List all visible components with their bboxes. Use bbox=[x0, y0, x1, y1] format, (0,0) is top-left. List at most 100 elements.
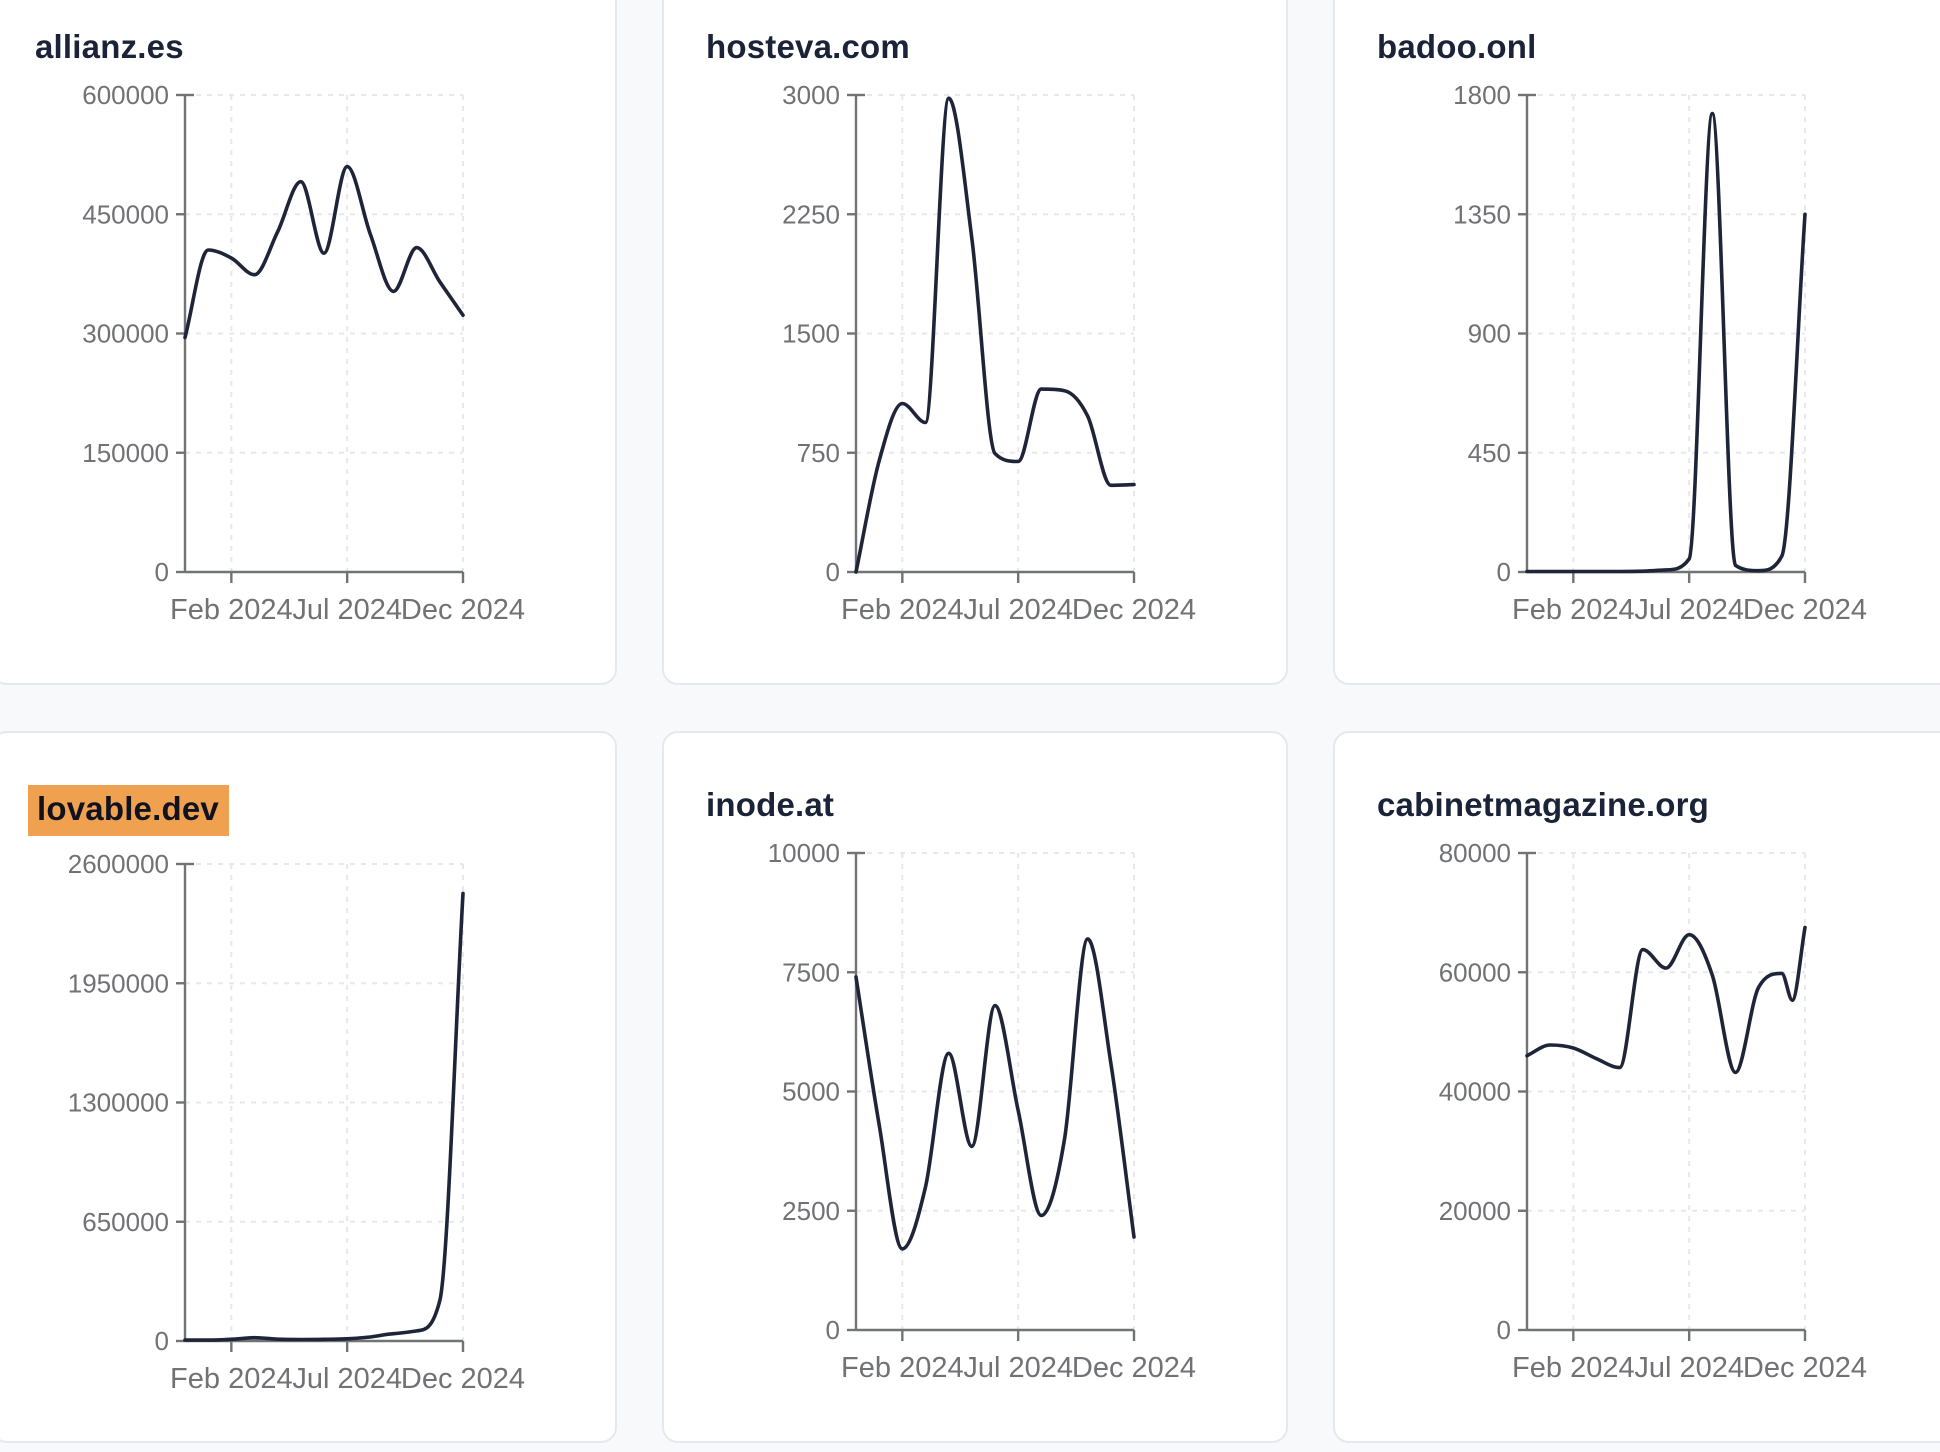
svg-text:1950000: 1950000 bbox=[68, 968, 169, 998]
y-axis-labels: 0 150000 300000 450000 600000 bbox=[82, 80, 169, 587]
domain-title: lovable.dev bbox=[28, 785, 229, 836]
svg-text:750: 750 bbox=[797, 438, 840, 468]
svg-text:Jul 2024: Jul 2024 bbox=[292, 594, 402, 626]
svg-text:Dec 2024: Dec 2024 bbox=[401, 594, 525, 626]
svg-text:Feb 2024: Feb 2024 bbox=[841, 594, 964, 626]
chart-card: cabinetmagazine.org 0 20000 40000 60000 8000… bbox=[1333, 731, 1940, 1443]
axes bbox=[176, 93, 465, 583]
svg-text:300000: 300000 bbox=[82, 319, 169, 349]
svg-text:60000: 60000 bbox=[1439, 957, 1511, 987]
series-line bbox=[183, 164, 465, 340]
chart-card: allianz.es 0 150000 300000 450000 600000 Feb … bbox=[0, 0, 617, 685]
svg-text:Feb 2024: Feb 2024 bbox=[841, 1352, 964, 1384]
svg-text:Jul 2024: Jul 2024 bbox=[292, 1363, 402, 1395]
y-axis-labels: 0 450 900 1350 1800 bbox=[1453, 80, 1511, 587]
chart-card: lovable.dev 0 650000 1300000 1950000 2600000… bbox=[0, 731, 617, 1443]
svg-text:0: 0 bbox=[1497, 1315, 1511, 1345]
gridlines bbox=[185, 94, 464, 572]
domain-title: allianz.es bbox=[35, 28, 184, 65]
gridlines bbox=[185, 863, 464, 1341]
svg-text:Dec 2024: Dec 2024 bbox=[1743, 1352, 1867, 1384]
y-axis-labels: 0 650000 1300000 1950000 2600000 bbox=[68, 849, 169, 1356]
domain-title: inode.at bbox=[706, 786, 835, 823]
svg-text:Dec 2024: Dec 2024 bbox=[1072, 594, 1196, 626]
gridlines bbox=[1527, 852, 1806, 1330]
series-line bbox=[1525, 111, 1807, 574]
y-axis-labels: 0 2500 5000 7500 10000 bbox=[768, 838, 840, 1345]
domain-title: hosteva.com bbox=[706, 28, 910, 65]
chart-card-title: badoo.onl bbox=[1377, 27, 1915, 67]
chart-card-title: inode.at bbox=[706, 785, 1244, 825]
svg-text:20000: 20000 bbox=[1439, 1196, 1511, 1226]
svg-text:0: 0 bbox=[155, 557, 169, 587]
axes bbox=[1518, 851, 1807, 1341]
chart-card: badoo.onl 0 450 900 1350 1800 Feb 2024 Jul 202… bbox=[1333, 0, 1940, 685]
svg-text:Jul 2024: Jul 2024 bbox=[1634, 594, 1744, 626]
svg-text:5000: 5000 bbox=[782, 1077, 840, 1107]
axes bbox=[847, 93, 1136, 583]
y-axis-labels: 0 20000 40000 60000 80000 bbox=[1439, 838, 1511, 1345]
line-chart: 0 20000 40000 60000 80000 Feb 2024 Jul 2024Dec… bbox=[1439, 838, 1867, 1384]
svg-text:3000: 3000 bbox=[782, 80, 840, 110]
svg-text:Feb 2024: Feb 2024 bbox=[1512, 594, 1635, 626]
line-chart: 0 150000 300000 450000 600000 Feb 2024 Jul 202… bbox=[82, 80, 525, 626]
svg-text:900: 900 bbox=[1468, 319, 1511, 349]
svg-text:1500: 1500 bbox=[782, 319, 840, 349]
svg-text:Jul 2024: Jul 2024 bbox=[963, 1352, 1073, 1384]
gridlines bbox=[1527, 94, 1806, 572]
chart-card-title: allianz.es bbox=[35, 27, 573, 67]
svg-text:Feb 2024: Feb 2024 bbox=[1512, 1352, 1635, 1384]
domain-title: badoo.onl bbox=[1377, 28, 1537, 65]
svg-text:450000: 450000 bbox=[82, 199, 169, 229]
y-axis-labels: 0 750 1500 2250 3000 bbox=[782, 80, 840, 587]
svg-text:1350: 1350 bbox=[1453, 199, 1511, 229]
series-line bbox=[854, 96, 1136, 574]
svg-text:150000: 150000 bbox=[82, 438, 169, 468]
svg-text:1800: 1800 bbox=[1453, 80, 1511, 110]
svg-text:Dec 2024: Dec 2024 bbox=[1743, 594, 1867, 626]
svg-text:Jul 2024: Jul 2024 bbox=[1634, 1352, 1744, 1384]
svg-text:1300000: 1300000 bbox=[68, 1088, 169, 1118]
svg-text:2600000: 2600000 bbox=[68, 849, 169, 879]
svg-text:600000: 600000 bbox=[82, 80, 169, 110]
chart-card-title: hosteva.com bbox=[706, 27, 1244, 67]
svg-text:Dec 2024: Dec 2024 bbox=[401, 1363, 525, 1395]
svg-text:80000: 80000 bbox=[1439, 838, 1511, 868]
svg-text:Jul 2024: Jul 2024 bbox=[963, 594, 1073, 626]
chart-card: inode.at 0 2500 5000 7500 10000 Feb 2024 Jul 2… bbox=[662, 731, 1288, 1443]
svg-text:10000: 10000 bbox=[768, 838, 840, 868]
series-line bbox=[1525, 925, 1807, 1075]
chart-card-title: cabinetmagazine.org bbox=[1377, 785, 1915, 825]
svg-text:0: 0 bbox=[155, 1326, 169, 1356]
svg-text:40000: 40000 bbox=[1439, 1077, 1511, 1107]
svg-text:0: 0 bbox=[1497, 557, 1511, 587]
svg-text:7500: 7500 bbox=[782, 957, 840, 987]
svg-text:450: 450 bbox=[1468, 438, 1511, 468]
chart-card-title: lovable.dev bbox=[28, 785, 573, 836]
svg-text:2250: 2250 bbox=[782, 199, 840, 229]
domain-title: cabinetmagazine.org bbox=[1377, 786, 1710, 823]
svg-text:Feb 2024: Feb 2024 bbox=[170, 1363, 293, 1395]
line-chart: 0 650000 1300000 1950000 2600000 Feb 2024 Jul … bbox=[68, 849, 525, 1395]
svg-text:Feb 2024: Feb 2024 bbox=[170, 594, 293, 626]
gridlines bbox=[856, 94, 1135, 572]
svg-text:650000: 650000 bbox=[82, 1207, 169, 1237]
svg-text:0: 0 bbox=[826, 557, 840, 587]
svg-text:Dec 2024: Dec 2024 bbox=[1072, 1352, 1196, 1384]
series-line bbox=[183, 891, 465, 1342]
axes bbox=[1518, 93, 1807, 583]
series-line bbox=[854, 937, 1136, 1251]
axes bbox=[176, 862, 465, 1352]
chart-card: hosteva.com 0 750 1500 2250 3000 Feb 2024 Jul … bbox=[662, 0, 1288, 685]
axes bbox=[847, 851, 1136, 1341]
gridlines bbox=[856, 852, 1135, 1330]
